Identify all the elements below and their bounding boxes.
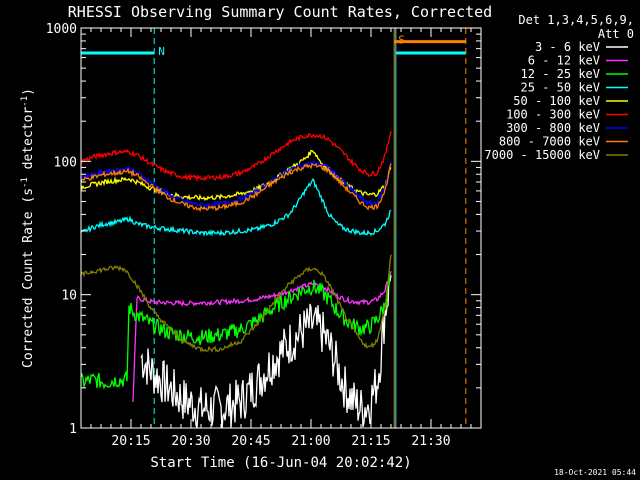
x-tick-label: 21:15 xyxy=(351,434,390,449)
y-tick-label: 1 xyxy=(69,422,77,437)
series-line xyxy=(81,254,392,353)
y-axis-label-mid: detector xyxy=(21,107,36,178)
attenuator-label: S xyxy=(398,34,405,47)
series-line xyxy=(81,162,392,213)
x-tick-label: 20:30 xyxy=(171,434,210,449)
y-axis: 1 10 100 1000 xyxy=(46,22,481,437)
x-tick-label: 21:00 xyxy=(291,434,330,449)
chart-title: RHESSI Observing Summary Count Rates, Co… xyxy=(68,3,492,21)
legend-header-attenuator: Att 0 xyxy=(598,27,634,41)
legend-label: 25 - 50 keV xyxy=(521,81,600,95)
series-group xyxy=(81,131,392,428)
x-axis-label: Start Time (16-Jun-04 20:02:42) xyxy=(150,455,411,471)
x-axis: 20:15 20:30 20:45 21:00 21:15 21:30 xyxy=(90,28,472,449)
x-tick-label: 21:30 xyxy=(411,434,450,449)
y-axis-label: Corrected Count Rate (s-1 detector-1) xyxy=(20,88,36,368)
x-tick-label: 20:45 xyxy=(231,434,270,449)
footer-timestamp: 18-Oct-2021 05:44 xyxy=(554,468,636,477)
series-line xyxy=(81,131,392,182)
y-tick-label: 1000 xyxy=(46,22,77,37)
x-tick-label: 20:15 xyxy=(111,434,150,449)
legend-label: 300 - 800 keV xyxy=(506,121,600,135)
y-axis-label-sup2: -1 xyxy=(20,96,30,107)
legend-label: 800 - 7000 keV xyxy=(499,135,600,149)
legend-label: 7000 - 15000 keV xyxy=(484,148,600,162)
legend-header-detectors: Det 1,3,4,5,6,9, xyxy=(518,13,634,27)
attenuator-label: N xyxy=(158,45,165,58)
series-line xyxy=(81,274,392,391)
y-axis-label-end: ) xyxy=(21,88,36,96)
y-tick-label: 10 xyxy=(61,289,77,304)
legend-label: 6 - 12 keV xyxy=(528,54,600,68)
legend-label: 100 - 300 keV xyxy=(506,108,600,122)
legend-label: 12 - 25 keV xyxy=(521,67,600,81)
y-axis-label-sup1: -1 xyxy=(20,177,30,188)
legend-label: 3 - 6 keV xyxy=(535,40,600,54)
y-tick-label: 100 xyxy=(54,155,77,170)
attenuator-marks: NS xyxy=(81,34,466,58)
series-line xyxy=(140,275,392,428)
series-line xyxy=(132,271,392,403)
series-line xyxy=(81,159,392,209)
legend-label: 50 - 100 keV xyxy=(513,94,600,108)
series-line xyxy=(81,177,392,237)
y-axis-label-start: Corrected Count Rate (s xyxy=(21,188,36,368)
